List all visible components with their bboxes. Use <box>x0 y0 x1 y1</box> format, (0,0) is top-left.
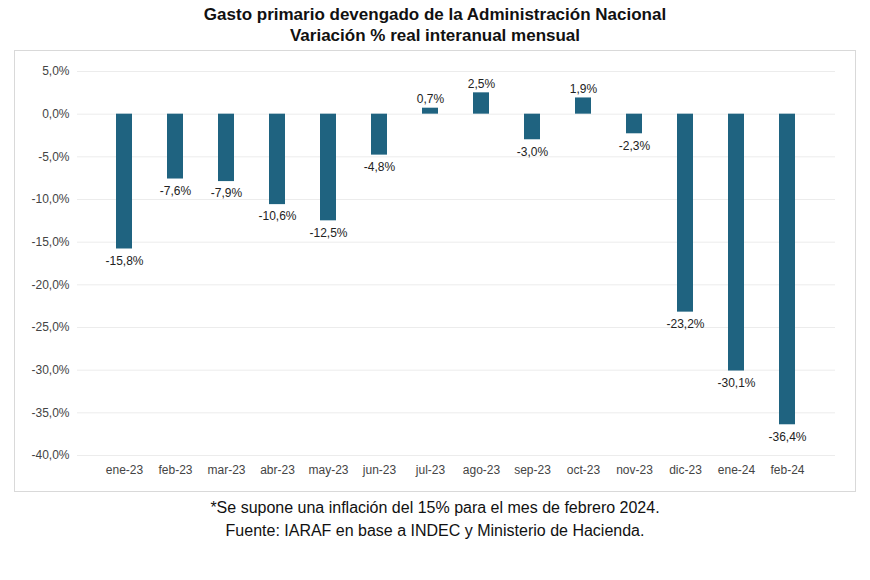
svg-text:ene-24: ene-24 <box>718 463 756 477</box>
svg-text:-5,0%: -5,0% <box>38 150 70 164</box>
svg-text:-35,0%: -35,0% <box>31 406 69 420</box>
svg-text:sep-23: sep-23 <box>514 463 551 477</box>
svg-text:-36,4%: -36,4% <box>768 430 806 444</box>
svg-text:0,0%: 0,0% <box>42 107 70 121</box>
svg-text:-15,8%: -15,8% <box>105 254 143 268</box>
svg-text:-15,0%: -15,0% <box>31 235 69 249</box>
svg-text:ene-23: ene-23 <box>106 463 144 477</box>
svg-text:may-23: may-23 <box>308 463 348 477</box>
svg-text:nov-23: nov-23 <box>616 463 653 477</box>
svg-text:feb-24: feb-24 <box>770 463 804 477</box>
svg-text:jul-23: jul-23 <box>415 463 446 477</box>
svg-text:-20,0%: -20,0% <box>31 278 69 292</box>
svg-text:-4,8%: -4,8% <box>364 160 396 174</box>
svg-text:0,7%: 0,7% <box>417 92 445 106</box>
html-text:Variación % real interanual me: Variación % real interanual mensual <box>290 26 580 45</box>
html-text:Fuente: IARAF en base a INDEC: Fuente: IARAF en base a INDEC y Minister… <box>225 522 645 539</box>
svg-text:feb-23: feb-23 <box>158 463 192 477</box>
svg-text:-30,1%: -30,1% <box>717 376 755 390</box>
svg-text:oct-23: oct-23 <box>567 463 601 477</box>
svg-text:-10,0%: -10,0% <box>31 192 69 206</box>
svg-text:mar-23: mar-23 <box>207 463 245 477</box>
svg-text:-3,0%: -3,0% <box>517 145 549 159</box>
svg-text:-7,6%: -7,6% <box>160 184 192 198</box>
html-text:*Se supone una inflación del 1: *Se supone una inflación del 15% para el… <box>210 499 660 516</box>
svg-text:-40,0%: -40,0% <box>31 448 69 462</box>
svg-text:2,5%: 2,5% <box>468 77 496 91</box>
svg-text:-7,9%: -7,9% <box>211 186 243 200</box>
html-text:Gasto primario devengado de la: Gasto primario devengado de la Administr… <box>203 5 667 24</box>
svg-text:ago-23: ago-23 <box>463 463 501 477</box>
svg-text:jun-23: jun-23 <box>362 463 397 477</box>
svg-text:5,0%: 5,0% <box>42 64 70 78</box>
svg-text:-30,0%: -30,0% <box>31 363 69 377</box>
svg-text:-23,2%: -23,2% <box>666 317 704 331</box>
svg-text:-2,3%: -2,3% <box>619 139 651 153</box>
svg-text:-12,5%: -12,5% <box>309 226 347 240</box>
svg-text:-25,0%: -25,0% <box>31 320 69 334</box>
svg-text:-10,6%: -10,6% <box>258 209 296 223</box>
svg-text:1,9%: 1,9% <box>570 82 598 96</box>
svg-text:dic-23: dic-23 <box>669 463 702 477</box>
svg-text:abr-23: abr-23 <box>260 463 295 477</box>
